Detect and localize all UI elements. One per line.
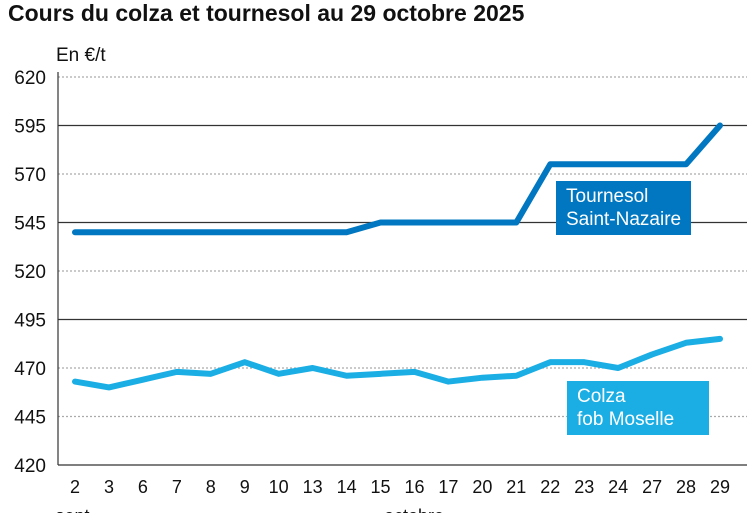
- month-label: sept.: [55, 506, 94, 513]
- x-tick-label: 21: [506, 477, 526, 497]
- x-tick-label: 23: [574, 477, 594, 497]
- y-tick-label: 545: [14, 214, 46, 235]
- label-line: Saint-Nazaire: [566, 209, 682, 230]
- x-tick-label: 8: [206, 477, 216, 497]
- x-tick-label: 6: [138, 477, 148, 497]
- chart-title: Cours du colza et tournesol au 29 octobr…: [8, 0, 525, 26]
- x-tick-label: 16: [404, 477, 424, 497]
- x-tick-label: 29: [710, 477, 730, 497]
- x-tick-label: 3: [104, 477, 114, 497]
- y-tick-label: 495: [14, 311, 46, 332]
- y-tick-label: 445: [14, 408, 46, 429]
- x-tick-label: 17: [438, 477, 458, 497]
- x-tick-label: 13: [303, 477, 323, 497]
- label-line: fob Moselle: [577, 409, 675, 430]
- x-tick-label: 15: [371, 477, 391, 497]
- x-tick-label: 14: [337, 477, 357, 497]
- y-axis-label: En €/t: [56, 45, 106, 66]
- series-label-tournesol: Tournesol Saint-Nazaire: [556, 181, 692, 235]
- x-tick-label: 9: [240, 477, 250, 497]
- y-tick-label: 420: [14, 456, 46, 477]
- series-line-0: [72, 122, 723, 236]
- month-label: octobre: [384, 506, 444, 513]
- x-tick-label: 20: [472, 477, 492, 497]
- x-tick-label: 27: [642, 477, 662, 497]
- series-label-colza: Colza fob Moselle: [567, 381, 709, 435]
- x-tick-label: 10: [269, 477, 289, 497]
- x-tick-label: 22: [540, 477, 560, 497]
- x-tick-label: 2: [70, 477, 80, 497]
- y-tick-label: 620: [14, 68, 46, 89]
- x-tick-label: 28: [676, 477, 696, 497]
- label-line: Tournesol: [566, 186, 649, 207]
- y-tick-label: 595: [14, 117, 46, 138]
- x-tick-label: 7: [172, 477, 182, 497]
- series-line-1: [72, 335, 723, 391]
- label-line: Colza: [577, 386, 626, 407]
- y-tick-label: 520: [14, 262, 46, 283]
- y-tick-label: 570: [14, 165, 46, 186]
- y-tick-label: 470: [14, 359, 46, 380]
- x-tick-label: 24: [608, 477, 628, 497]
